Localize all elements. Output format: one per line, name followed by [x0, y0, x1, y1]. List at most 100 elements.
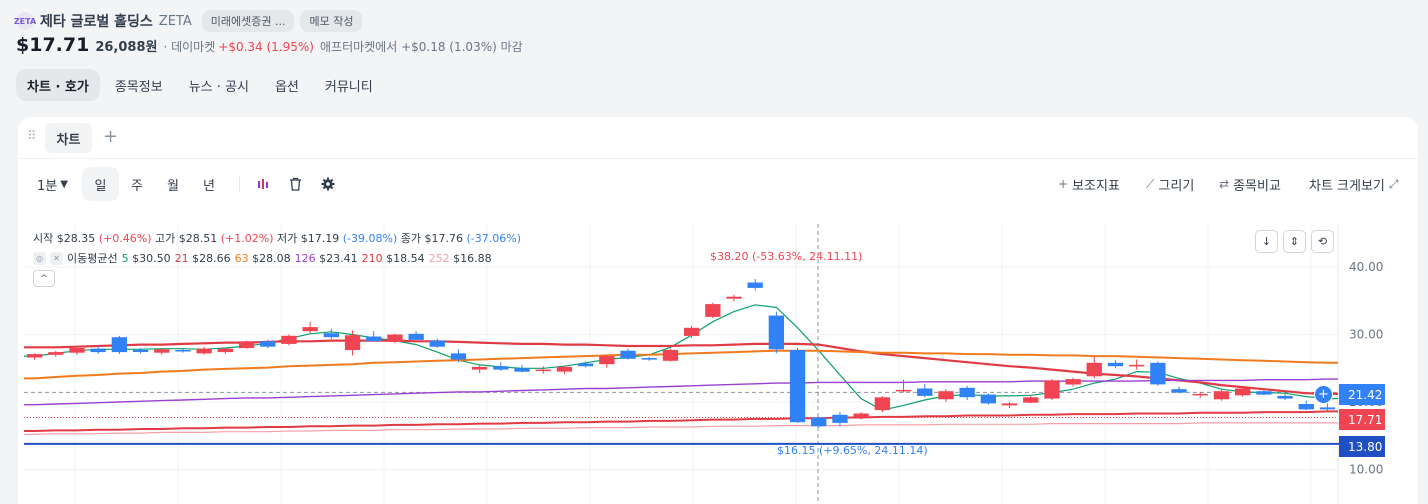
candle-body [27, 354, 43, 358]
price-line-tag: 13.80 [1339, 436, 1385, 457]
candle-body [260, 341, 276, 347]
candle-body [1023, 397, 1039, 403]
candle-body [535, 369, 551, 372]
ohlc-legend: 시작 $28.35 (+0.46%) 고가 $28.51 (+1.02%) 저가… [33, 230, 521, 246]
chart-grid [24, 224, 1339, 504]
pencil-icon: ⟋ [1146, 176, 1155, 191]
chevron-down-icon: ▼ [60, 178, 68, 190]
low-pct: (-39.08%) [342, 232, 398, 245]
candle-body [599, 356, 615, 365]
ma-line-210 [24, 410, 1338, 432]
interval-label: 1분 [37, 178, 58, 194]
candle-body [768, 315, 784, 350]
broker-chip[interactable]: 미래에셋증권 ... [201, 10, 295, 32]
ma-value: $28.66 [188, 251, 231, 265]
candle-body [641, 358, 657, 360]
ma-value: $28.08 [248, 251, 291, 265]
drag-handle-icon[interactable]: ⠿ [27, 129, 37, 144]
candle-body [514, 368, 530, 372]
ma-line-126 [24, 378, 1338, 406]
trash-icon[interactable] [289, 167, 302, 201]
ma-period: 252 [428, 251, 450, 265]
reset-view-icon[interactable]: ⟲ [1311, 230, 1334, 253]
candle-body [48, 352, 64, 355]
gear-icon[interactable] [321, 167, 335, 201]
candle-body [472, 366, 488, 370]
tab-chart-orderbook[interactable]: 차트 · 호가 [16, 69, 100, 101]
ma-legend-item: 5 $30.50 [122, 252, 171, 265]
candle-style-icon[interactable] [257, 167, 271, 201]
collapse-legend-button[interactable]: ^ [33, 270, 55, 287]
tab-community[interactable]: 커뮤니티 [324, 79, 373, 95]
add-tab-button[interactable]: + [103, 126, 119, 147]
price-lines [24, 391, 1378, 445]
ma-period: 63 [234, 251, 249, 265]
draw-button[interactable]: ⟋ 그리기 [1146, 167, 1194, 201]
candle-body [111, 337, 127, 353]
add-alert-icon[interactable]: + [1314, 385, 1333, 404]
candle-body [938, 391, 954, 400]
ma-legend-item: 21 $28.66 [175, 252, 231, 265]
period-week-button[interactable]: 주 [131, 178, 143, 194]
candle-body [874, 397, 890, 411]
candle-body [705, 304, 721, 317]
ma-line-63 [24, 349, 1338, 380]
expand-chart-button[interactable]: 차트 크게보기 ⤢ [1309, 167, 1399, 201]
memo-button[interactable]: 메모 작성 [300, 10, 363, 32]
ma-value: $16.88 [449, 251, 492, 265]
candle-body [1213, 391, 1230, 400]
title-row: ZETA 제타 글로벌 홀딩스 ZETA 미래에셋증권 ... 메모 작성 [14, 10, 363, 32]
close-icon[interactable]: ✕ [50, 251, 63, 265]
candle-body [853, 413, 869, 417]
indicator-button[interactable]: + 보조지표 [1058, 167, 1120, 201]
close-pct: (-37.06%) [466, 232, 522, 245]
close-value: $17.76 [424, 232, 464, 245]
candle-body [1086, 362, 1102, 377]
stock-header: ZETA 제타 글로벌 홀딩스 ZETA 미래에셋증권 ... 메모 작성 $1… [0, 0, 1428, 118]
expand-icon: ⤢ [1388, 176, 1399, 191]
candle-body [344, 335, 361, 350]
candle-body [1129, 364, 1145, 367]
tab-news[interactable]: 뉴스 · 공시 [188, 79, 249, 95]
ma-label: 이동평균선 [67, 252, 118, 265]
visibility-icon[interactable]: ◎ [33, 251, 46, 265]
expand-label: 차트 크게보기 [1309, 178, 1385, 194]
day-market-label: · 데이마켓 [163, 40, 216, 54]
ma-line-21 [24, 339, 1338, 395]
indicator-label: 보조지표 [1072, 178, 1120, 194]
main-tabs: 차트 · 호가 종목정보 뉴스 · 공시 옵션 커뮤니티 [16, 69, 384, 101]
ma-legend-item: 252 $16.88 [429, 252, 492, 265]
period-day-button[interactable]: 일 [82, 167, 119, 201]
candle-body [387, 334, 403, 342]
compress-icon[interactable]: ⇕ [1283, 230, 1306, 253]
ticker-symbol: ZETA [158, 13, 192, 29]
candle-body [726, 296, 742, 299]
y-tick-label: 30.00 [1349, 328, 1383, 342]
ma-legend-items: 5 $30.50 21 $28.66 63 $28.08 126 $23.41 210 … [122, 252, 492, 265]
tab-options[interactable]: 옵션 [274, 79, 299, 95]
plus-icon: + [1058, 177, 1069, 191]
tab-chart[interactable]: 차트 [45, 123, 92, 153]
tab-stock-info[interactable]: 종목정보 [114, 79, 163, 95]
candle-body [1235, 388, 1251, 396]
arrow-down-icon[interactable]: ↓ [1255, 230, 1278, 253]
interval-dropdown[interactable]: 1분 ▼ [37, 167, 68, 201]
period-month-button[interactable]: 월 [167, 178, 179, 194]
candle-body [895, 389, 912, 392]
candle-body [1192, 393, 1208, 396]
ma-legend-item: 210 $18.54 [362, 252, 425, 265]
candle-body [429, 340, 445, 347]
chart-toolbar: 1분 ▼ 일 주 월 년 + 보조지표 ⟋ 그리기 ⇄ 종목비교 차트 크게보기 [18, 167, 1418, 201]
candle-body [620, 350, 636, 359]
candle-body [281, 335, 297, 344]
candle-body [302, 327, 318, 332]
y-tick-label: 40.00 [1349, 260, 1383, 274]
candle-body [217, 348, 233, 353]
candle-body [789, 350, 806, 423]
compare-button[interactable]: ⇄ 종목비교 [1219, 167, 1281, 201]
ma-legend-item: 126 $23.41 [295, 252, 358, 265]
period-year-button[interactable]: 년 [203, 178, 215, 194]
candle-body [578, 363, 594, 367]
candle-body [1044, 380, 1060, 399]
